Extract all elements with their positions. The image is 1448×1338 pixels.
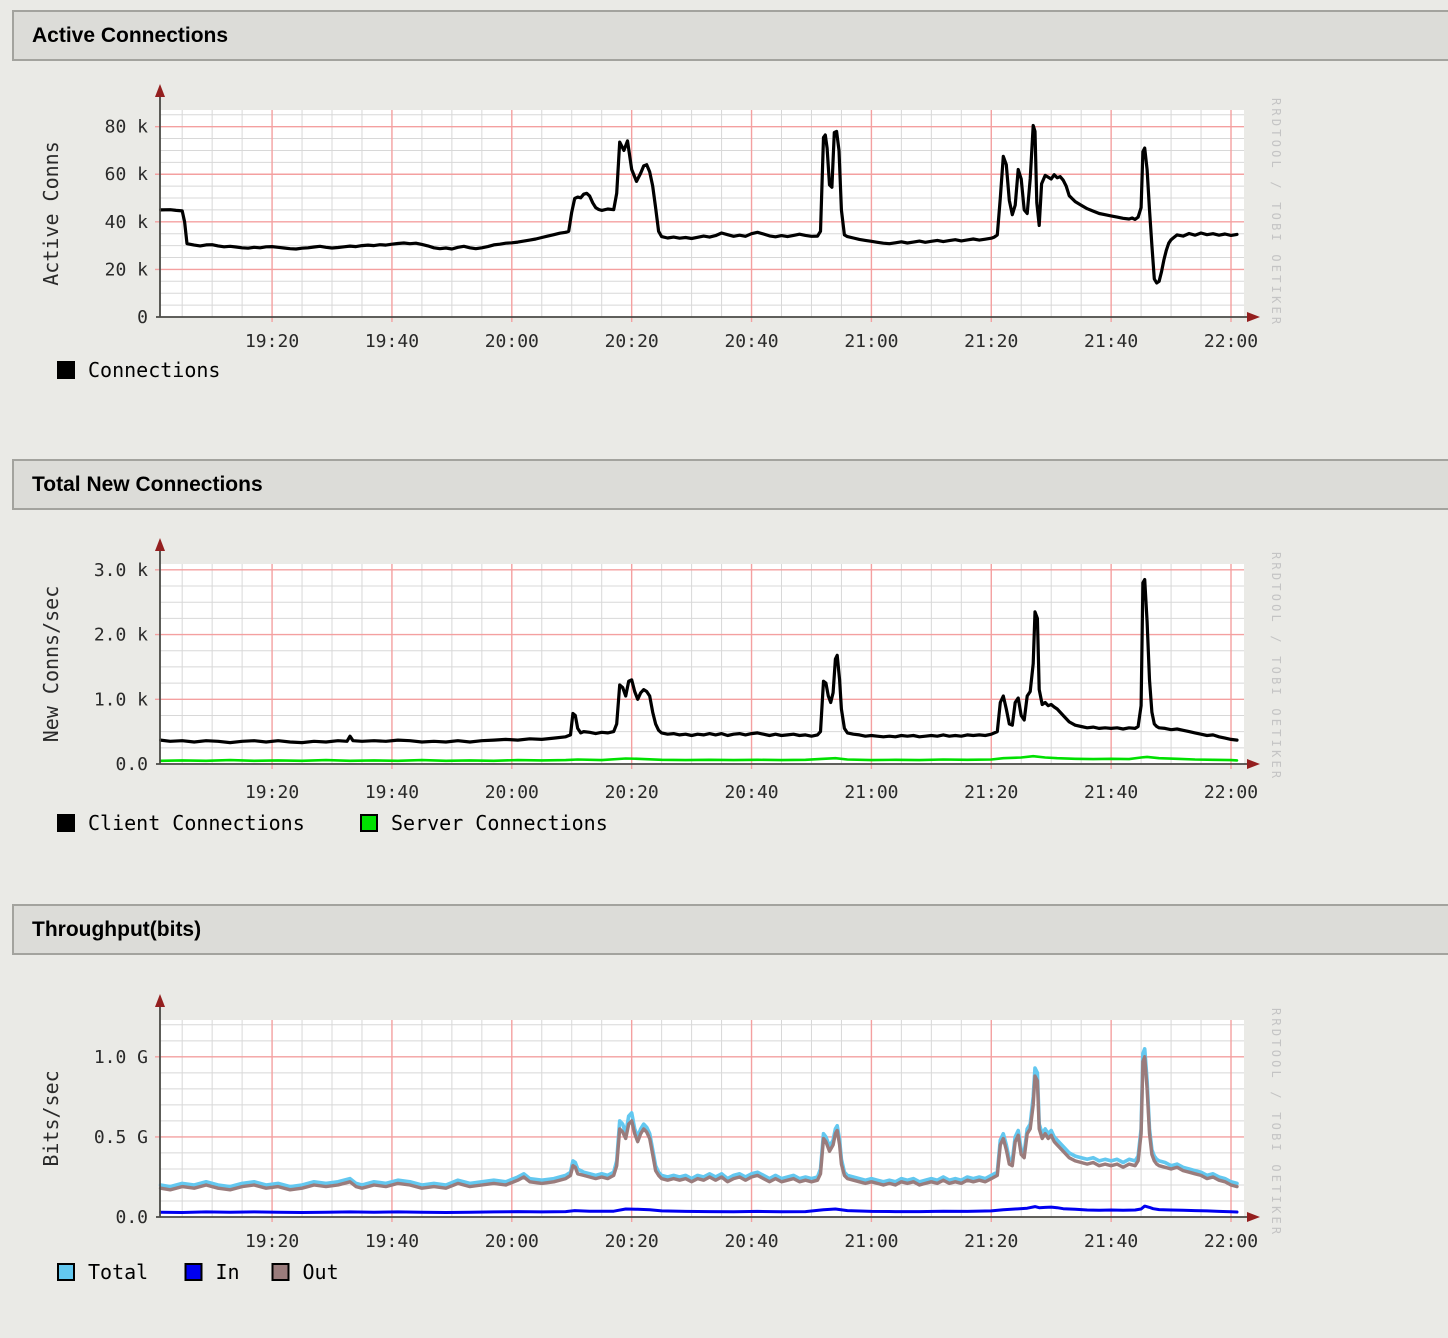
y-tick-label: 1.0 G xyxy=(94,1047,148,1068)
x-tick-label: 20:20 xyxy=(605,782,659,803)
x-tick-label: 20:00 xyxy=(485,782,539,803)
y-axis-arrow-icon xyxy=(155,538,165,551)
x-tick-label: 20:40 xyxy=(724,1231,778,1252)
plot-area xyxy=(160,564,1244,764)
y-tick-label: 0.0 xyxy=(115,754,148,775)
y-tick-label: 20 k xyxy=(105,259,149,280)
series-line-in xyxy=(159,1204,1239,1214)
rrdtool-watermark: RRDTOOL / TOBI OETIKER xyxy=(1269,1008,1283,1237)
y-axis-title: Active Conns xyxy=(39,141,63,286)
y-tick-label: 80 k xyxy=(105,117,149,138)
y-tick-label: 2.0 k xyxy=(94,625,148,646)
y-tick-label: 3.0 k xyxy=(94,560,148,581)
legend-label-connections: Connections xyxy=(88,358,220,382)
x-tick-label: 20:00 xyxy=(485,331,539,352)
x-axis-arrow-icon xyxy=(1247,759,1260,769)
throughput-bits-chart: 19:20 19:40 20:00 20:20 20:40 21:00 21:20 21:40… xyxy=(39,994,1283,1284)
x-tick-label: 22:00 xyxy=(1204,1231,1258,1252)
x-axis-arrow-icon xyxy=(1247,1212,1260,1222)
plot-area xyxy=(160,110,1244,317)
x-tick-label: 19:20 xyxy=(245,331,299,352)
y-tick-label: 60 k xyxy=(105,164,149,185)
panel-throughput-bits: Throughput(bits) 19:20 19:40 20:00 20:20 20:… xyxy=(0,904,1448,1305)
y-tick-label: 0 xyxy=(137,307,148,328)
legend-label-client-connections: Client Connections xyxy=(88,811,305,835)
x-tick-label: 21:40 xyxy=(1084,331,1138,352)
rrdtool-watermark: RRDTOOL / TOBI OETIKER xyxy=(1269,98,1283,327)
legend-swatch-out xyxy=(271,1263,290,1281)
panel-title-throughput-bits: Throughput(bits) xyxy=(12,904,1448,955)
x-tick-label: 21:00 xyxy=(844,782,898,803)
legend-swatch-total xyxy=(57,1263,75,1281)
legend-label-total: Total xyxy=(88,1260,148,1284)
x-tick-label: 21:40 xyxy=(1084,782,1138,803)
rrdtool-watermark: RRDTOOL / TOBI OETIKER xyxy=(1269,552,1283,781)
legend-swatch-server-connections xyxy=(360,814,378,832)
legend-label-server-connections: Server Connections xyxy=(391,811,608,835)
y-tick-label: 40 k xyxy=(105,212,149,233)
panel-title-total-new-connections: Total New Connections xyxy=(12,459,1448,510)
x-tick-label: 22:00 xyxy=(1204,331,1258,352)
x-tick-label: 21:20 xyxy=(964,331,1018,352)
y-tick-label: 1.0 k xyxy=(94,689,148,710)
x-tick-label: 21:20 xyxy=(964,782,1018,803)
x-tick-label: 19:40 xyxy=(365,782,419,803)
x-tick-label: 19:40 xyxy=(365,331,419,352)
y-axis-title: New Conns/sec xyxy=(39,586,63,743)
total-new-connections-chart: 19:20 19:40 20:00 20:20 20:40 21:00 21:20 21:40… xyxy=(39,538,1283,835)
series-line-out xyxy=(158,1055,1239,1192)
y-tick-label: 0.0 xyxy=(115,1207,148,1228)
y-axis-arrow-icon xyxy=(155,84,165,97)
x-tick-label: 21:20 xyxy=(964,1231,1018,1252)
y-axis-title: Bits/sec xyxy=(39,1070,63,1166)
legend-swatch-connections xyxy=(57,361,75,379)
x-tick-label: 21:00 xyxy=(844,1231,898,1252)
series-line-server-connections xyxy=(159,754,1239,763)
x-tick-label: 22:00 xyxy=(1204,782,1258,803)
x-tick-label: 20:00 xyxy=(485,1231,539,1252)
active-connections-chart: 19:20 19:40 20:00 20:20 20:40 21:00 21:20 21:40… xyxy=(39,84,1283,382)
legend-label-in: In xyxy=(216,1260,240,1284)
x-tick-label: 19:20 xyxy=(245,1231,299,1252)
y-axis-arrow-icon xyxy=(155,994,165,1007)
panel-title-active-connections: Active Connections xyxy=(12,10,1448,61)
legend-label-out: Out xyxy=(303,1260,339,1284)
panel-active-connections: Active Connections 19:20 19:40 20:00 20:20 2… xyxy=(0,10,1448,399)
legend-swatch-in xyxy=(184,1263,203,1281)
legend-swatch-client-connections xyxy=(57,814,75,832)
x-tick-label: 21:40 xyxy=(1084,1231,1138,1252)
x-axis-arrow-icon xyxy=(1247,312,1260,322)
x-tick-label: 19:40 xyxy=(365,1231,419,1252)
x-tick-label: 20:40 xyxy=(724,782,778,803)
x-tick-label: 20:20 xyxy=(605,1231,659,1252)
series-line-total xyxy=(158,1046,1239,1189)
series-line-client-connections xyxy=(159,577,1239,745)
x-tick-label: 20:20 xyxy=(605,331,659,352)
x-tick-label: 20:40 xyxy=(724,331,778,352)
series-line-connections xyxy=(159,123,1239,285)
x-tick-label: 21:00 xyxy=(844,331,898,352)
y-tick-label: 0.5 G xyxy=(94,1127,148,1148)
x-tick-label: 19:20 xyxy=(245,782,299,803)
panel-total-new-connections: Total New Connections 19:20 19:40 20:00 20:… xyxy=(0,459,1448,856)
